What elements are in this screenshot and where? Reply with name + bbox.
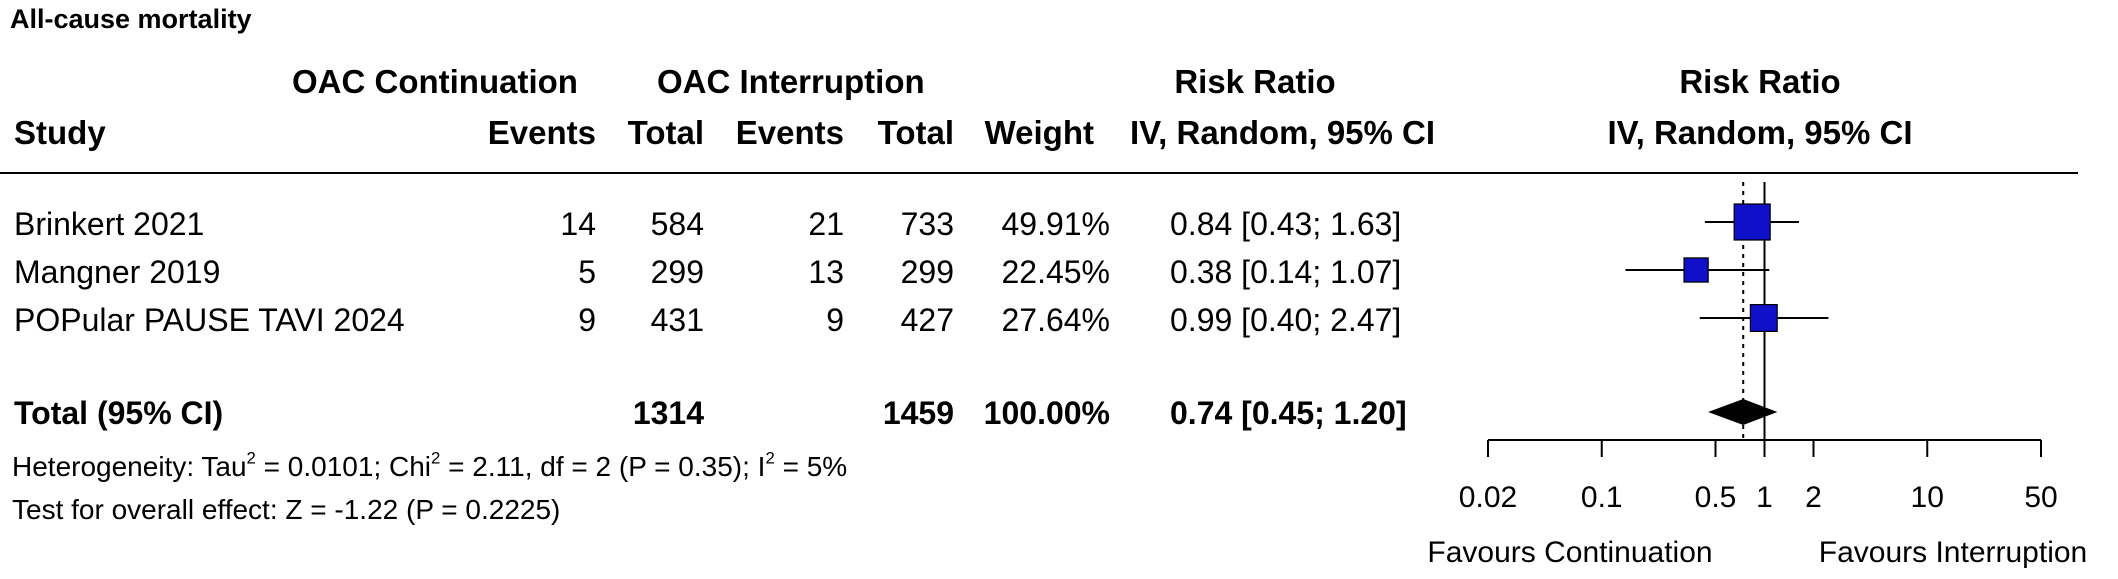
int-total: 733 [900, 206, 954, 242]
cont-events: 5 [578, 254, 596, 290]
int-events: 21 [808, 206, 844, 242]
header-plot-title: Risk Ratio [1679, 63, 1841, 100]
ci-text: 0.84 [0.43; 1.63] [1170, 206, 1402, 242]
cont-total: 299 [650, 254, 704, 290]
x-tick-label: 1 [1756, 481, 1773, 514]
header-plot-method: IV, Random, 95% CI [1607, 114, 1913, 151]
header-cont-events: Events [487, 114, 596, 151]
x-tick-label: 0.02 [1459, 481, 1517, 514]
int-total: 427 [900, 302, 954, 338]
x-tick-label: 10 [1911, 481, 1944, 514]
cont-events: 14 [560, 206, 596, 242]
effect-square [1733, 203, 1771, 241]
pooled-diamond [1708, 399, 1778, 425]
weight: 49.91% [1001, 206, 1110, 242]
total-label: Total (95% CI) [14, 395, 224, 431]
header-group-continuation: OAC Continuation [292, 63, 578, 100]
study-name: Mangner 2019 [14, 254, 221, 290]
header-int-total: Total [877, 114, 954, 151]
ci-text: 0.38 [0.14; 1.07] [1170, 254, 1402, 290]
header-rule [0, 172, 2078, 174]
total-cont: 1314 [632, 395, 704, 431]
favours-left-label: Favours Continuation [1427, 536, 1713, 569]
heterogeneity-text: Heterogeneity: Tau2 = 0.0101; Chi2 = 2.1… [12, 448, 848, 482]
cont-events: 9 [578, 302, 596, 338]
effect-square [1683, 257, 1709, 283]
plot-title: All-cause mortality [10, 4, 252, 34]
int-events: 13 [808, 254, 844, 290]
total-weight: 100.00% [983, 395, 1110, 431]
study-name: POPular PAUSE TAVI 2024 [14, 302, 405, 338]
x-tick-label: 0.5 [1695, 481, 1737, 514]
header-rr-method: IV, Random, 95% CI [1130, 114, 1436, 151]
header-study: Study [14, 114, 106, 151]
x-tick-label: 0.1 [1581, 481, 1623, 514]
header-group-interruption: OAC Interruption [657, 63, 925, 100]
int-events: 9 [826, 302, 844, 338]
header-rr-title: Risk Ratio [1174, 63, 1336, 100]
weight: 27.64% [1001, 302, 1110, 338]
effect-square [1749, 304, 1778, 332]
total-int: 1459 [882, 395, 954, 431]
total-ci-text: 0.74 [0.45; 1.20] [1170, 395, 1407, 431]
x-tick-label: 2 [1805, 481, 1822, 514]
int-total: 299 [900, 254, 954, 290]
weight: 22.45% [1001, 254, 1110, 290]
cont-total: 431 [650, 302, 704, 338]
cont-total: 584 [650, 206, 704, 242]
ci-text: 0.99 [0.40; 2.47] [1170, 302, 1402, 338]
header-cont-total: Total [627, 114, 704, 151]
overall-effect-text: Test for overall effect: Z = -1.22 (P = … [12, 494, 561, 525]
header-int-events: Events [735, 114, 844, 151]
study-name: Brinkert 2021 [14, 206, 205, 242]
x-tick-label: 50 [2024, 481, 2057, 514]
header-weight: Weight [984, 114, 1094, 151]
favours-right-label: Favours Interruption [1818, 536, 2088, 569]
